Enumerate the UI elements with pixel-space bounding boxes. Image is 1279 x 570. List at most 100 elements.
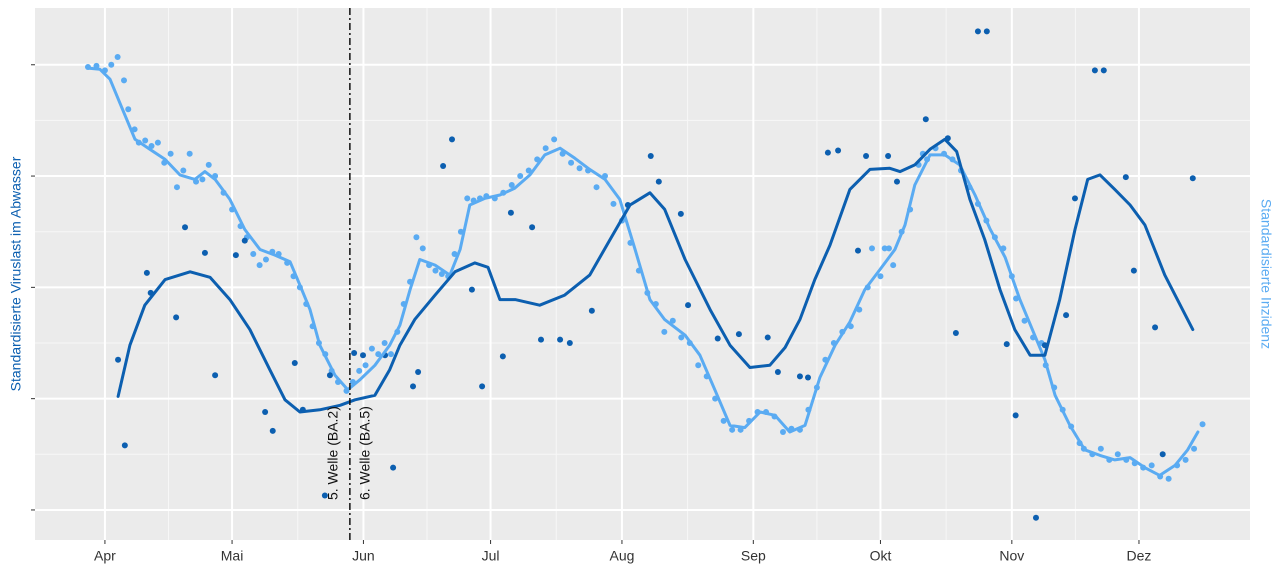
data-point [351, 350, 358, 357]
data-point [173, 314, 180, 321]
data-point [508, 181, 515, 188]
data-point [1100, 67, 1107, 74]
x-tick-label: Apr [94, 548, 116, 564]
data-point [250, 250, 257, 257]
data-point [479, 383, 486, 390]
data-point [114, 53, 121, 60]
data-point [262, 256, 269, 263]
data-point [410, 383, 417, 390]
data-point [143, 269, 150, 276]
data-point [677, 210, 684, 217]
data-point [381, 340, 388, 347]
data-point [232, 252, 239, 259]
x-tick-label: Aug [609, 548, 634, 564]
data-point [735, 331, 742, 338]
data-point [576, 165, 583, 172]
data-point [796, 373, 803, 380]
data-point [499, 353, 506, 360]
smooth-line [116, 137, 1195, 414]
data-point [529, 224, 536, 231]
data-point [685, 302, 692, 309]
data-point [1021, 317, 1028, 324]
data-point [774, 368, 781, 375]
data-point [387, 351, 394, 358]
x-tick-label: Jul [482, 548, 500, 564]
data-point [824, 149, 831, 156]
data-point [432, 267, 439, 274]
data-point [1189, 175, 1196, 182]
data-point [413, 234, 420, 241]
data-point [922, 116, 929, 123]
smooth-line [86, 66, 1200, 477]
data-point [1165, 475, 1172, 482]
data-point [1122, 174, 1129, 181]
data-point [669, 317, 676, 324]
data-point [983, 28, 990, 35]
x-tick-label: Nov [999, 548, 1024, 564]
data-point [974, 28, 981, 35]
data-point [729, 426, 736, 433]
data-point [262, 409, 269, 416]
data-point [186, 150, 193, 157]
y-axis-title: Standardisierte Viruslast im Abwasser [8, 156, 24, 391]
data-point [714, 335, 721, 342]
data-point [1012, 412, 1019, 419]
data-point [720, 417, 727, 424]
data-point [588, 307, 595, 314]
data-point [375, 351, 382, 358]
data-point [362, 362, 369, 369]
data-point [468, 286, 475, 293]
data-point [779, 429, 786, 436]
data-point [1097, 445, 1104, 452]
data-point [438, 271, 445, 277]
data-point [952, 329, 959, 336]
data-point [115, 356, 122, 363]
data-point [256, 262, 263, 269]
data-point [148, 143, 155, 150]
data-point [835, 147, 842, 154]
x-tick-label: Sep [741, 548, 766, 564]
annotation: 6. Welle (BA.5) [357, 406, 373, 500]
data-point [360, 352, 367, 359]
data-point [568, 159, 575, 166]
data-point [893, 178, 900, 185]
data-point [326, 372, 333, 379]
data-point [542, 145, 549, 152]
data-point [525, 167, 532, 174]
data-point [804, 374, 811, 381]
data-point [1191, 445, 1198, 452]
data-point [764, 334, 771, 341]
data-point [885, 153, 892, 160]
data-point [551, 136, 558, 143]
data-point [154, 139, 161, 146]
data-point [390, 464, 397, 471]
data-point [1130, 267, 1137, 274]
data-point [199, 176, 206, 183]
x-tick-label: Dez [1127, 548, 1152, 564]
annotation: 5. Welle (BA.2) [325, 406, 341, 500]
data-point [356, 367, 363, 374]
data-point [205, 161, 212, 168]
data-point [108, 61, 115, 68]
data-point [1199, 421, 1206, 428]
data-point [121, 442, 128, 449]
data-point [538, 336, 545, 343]
data-point [201, 249, 208, 256]
data-point [517, 173, 524, 180]
data-point [877, 273, 884, 280]
data-point [173, 184, 180, 191]
data-point [507, 209, 514, 216]
data-point [125, 106, 132, 113]
data-point [557, 336, 564, 343]
data-point [241, 237, 248, 244]
data-point [885, 245, 892, 252]
data-point [593, 184, 600, 191]
x-tick-label: Okt [870, 548, 892, 564]
data-point [661, 328, 668, 335]
data-point [464, 195, 471, 202]
data-point [167, 150, 174, 157]
data-point [368, 345, 375, 352]
data-point [269, 427, 276, 434]
data-point [182, 224, 189, 231]
data-point [291, 360, 298, 367]
